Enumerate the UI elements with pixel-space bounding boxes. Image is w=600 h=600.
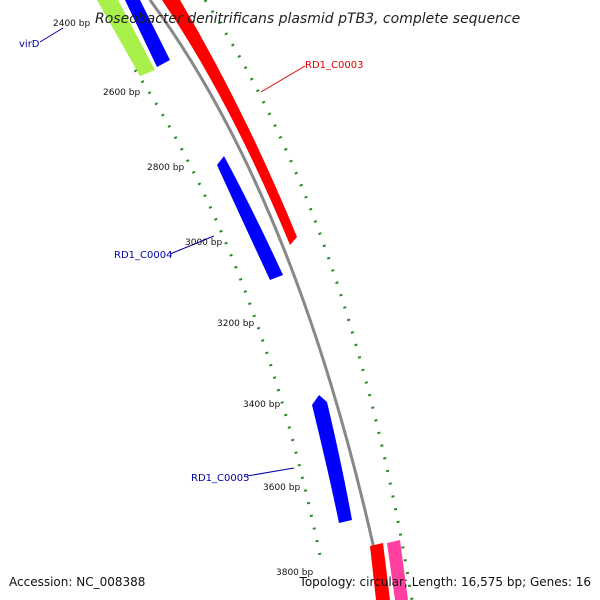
- scale-label: 2400 bp: [53, 19, 90, 29]
- accession-text: Accession: NC_008388: [9, 575, 145, 589]
- scale-label: 2600 bp: [103, 88, 140, 98]
- gene-arrow-rd1-c0003[interactable]: [162, 0, 297, 245]
- leader-line-rd1-c0005: [246, 467, 295, 477]
- gene-label-rd1-c0005[interactable]: RD1_C0005: [191, 473, 249, 484]
- leader-line-rd1-c0004: [169, 235, 215, 255]
- summary-text: Topology: circular; Length: 16,575 bp; G…: [299, 575, 591, 589]
- tick-tracks: [133, 0, 414, 600]
- scale-label: 3000 bp: [185, 238, 222, 248]
- gene-label-rd1-c0003[interactable]: RD1_C0003: [305, 60, 363, 71]
- scale-labels: 2400 bp 2600 bp 2800 bp 3000 bp 3200 bp …: [53, 19, 313, 578]
- scale-label: 3200 bp: [217, 319, 254, 329]
- scale-label: 3400 bp: [243, 400, 280, 410]
- gene-arrow-pink-bottom[interactable]: [387, 540, 408, 600]
- map-title: Roseobacter denitrificans plasmid pTB3, …: [95, 11, 520, 27]
- scale-label: 3800 bp: [276, 568, 313, 578]
- scale-label: 2800 bp: [147, 163, 184, 173]
- leader-line-rd1-c0003: [260, 65, 306, 93]
- gene-arrow-virD[interactable]: [125, 0, 170, 67]
- gene-label-virD[interactable]: virD: [19, 39, 40, 50]
- gene-arrows: [97, 0, 408, 600]
- gene-arrow-rd1-c0005[interactable]: [312, 395, 352, 523]
- gene-label-rd1-c0004[interactable]: RD1_C0004: [114, 250, 172, 261]
- gene-arrow-lime[interactable]: [97, 0, 155, 76]
- scale-label: 3600 bp: [263, 483, 300, 493]
- leader-line-virD: [39, 27, 64, 43]
- outer-tick-track: [203, 0, 414, 600]
- gene-arrow-red-bottom[interactable]: [370, 543, 390, 600]
- plasmid-backbone: [148, 0, 387, 600]
- leader-lines: [39, 27, 306, 477]
- gene-arrow-rd1-c0004[interactable]: [217, 156, 283, 280]
- gene-labels: virD RD1_C0003 RD1_C0004 RD1_C0005: [19, 39, 363, 484]
